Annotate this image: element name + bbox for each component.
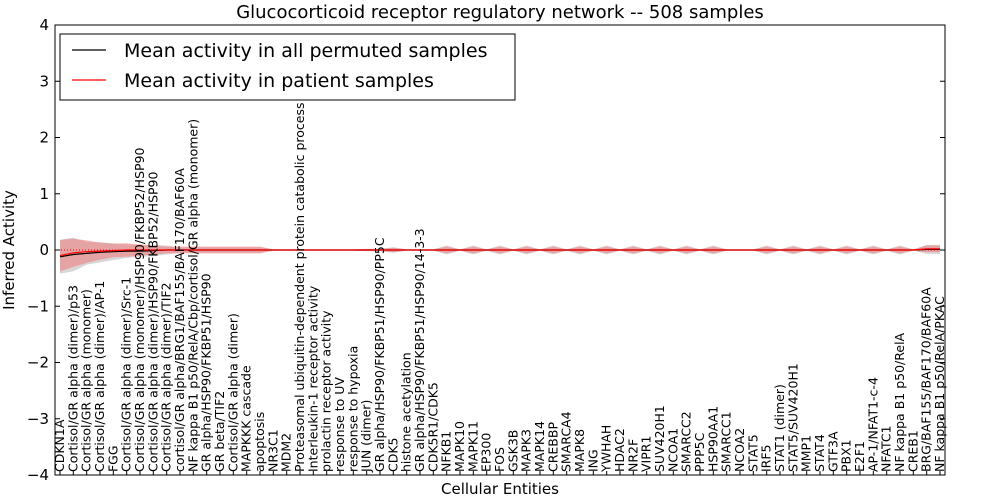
y-axis-label: Inferred Activity (0, 190, 18, 310)
x-tick-label: CDK5R1/CDK5 (425, 382, 440, 472)
x-tick-label: GTF3A (825, 431, 840, 472)
x-tick-label: E2F1 (852, 441, 867, 472)
x-tick-label: Interleukin-1 receptor activity (305, 285, 320, 472)
x-tick-label: GR alpha/HSP90/FKBP51/HSP90 (199, 273, 214, 472)
x-tick-label: Cortisol/GR alpha (dimer) (225, 313, 240, 472)
x-tick-label: MMP1 (799, 435, 814, 472)
legend-label-patient: Mean activity in patient samples (124, 70, 434, 92)
x-tick-label: FGG (105, 445, 120, 472)
x-tick-label: GSK3B (505, 430, 520, 472)
y-tick-label: −1 (27, 297, 49, 315)
x-tick-label: Cortisol/GR alpha (dimer)/p53 (65, 285, 80, 472)
x-tick-label: PPP5C (692, 432, 707, 472)
x-tick-label: HSP90AA1 (705, 406, 720, 472)
x-tick-label: Proteasomal ubiquitin-dependent protein … (292, 103, 307, 473)
x-tick-label: SMARCC1 (719, 411, 734, 472)
x-tick-label: SMARCC2 (679, 411, 694, 472)
x-tick-label: NF kappa B1 p50/RelA (892, 332, 907, 472)
series-lines (59, 248, 940, 258)
x-tick-label: FOS (492, 447, 507, 472)
x-axis-label: Cellular Entities (441, 480, 559, 498)
x-tick-label: HDAC2 (612, 428, 627, 472)
x-tick-label: MAPKKK cascade (239, 365, 254, 472)
y-tick-label: 0 (39, 241, 49, 259)
x-tick-label: NF kappa B1 p50/RelA/PKAC (932, 296, 947, 472)
x-tick-label: EP300 (479, 433, 494, 472)
y-tick-label: 1 (39, 185, 49, 203)
x-tick-label: NR3C1 (265, 429, 280, 472)
x-tick-label: STAT4 (812, 434, 827, 472)
x-tick-label: SUV420H1 (652, 405, 667, 472)
x-tick-label: NR2F (625, 439, 640, 472)
x-tick-label: CREB1 (905, 430, 920, 472)
x-tick-label: Cortisol/GR alpha (dimer)/TIF2 (159, 282, 174, 472)
x-tick-label: MDM2 (279, 433, 294, 472)
y-tick-label: −4 (27, 466, 49, 484)
x-tick-label: Cortisol/GR alpha (dimer)/Src-1 (119, 277, 134, 472)
y-tick-label: 3 (39, 72, 49, 90)
y-tick-label: −3 (27, 410, 49, 428)
legend: Mean activity in all permuted samples Me… (59, 33, 516, 101)
x-tick-label: Cortisol/GR alpha (dimer)/HSP90/FKBP52/H… (145, 171, 160, 472)
x-tick-label: PBX1 (839, 439, 854, 472)
x-tick-label: SMARCA4 (559, 411, 574, 472)
x-tick-label: MAPK10 (452, 421, 467, 472)
x-tick-label: prolactin receptor activity (319, 310, 334, 472)
y-axis: −4 −3 −2 −1 0 1 2 3 4 (27, 16, 945, 484)
x-tick-label: STAT5/SUV420H1 (785, 363, 800, 472)
x-tick-label: apoptosis (252, 412, 267, 472)
x-tick-label: response to UV (332, 377, 347, 472)
x-tick-label: ING (585, 449, 600, 472)
x-tick-label: Cortisol/GR alpha (monomer) (79, 289, 94, 472)
x-tick-label: NCOA1 (665, 428, 680, 472)
x-tick-label: CDK5 (385, 437, 400, 472)
x-tick-label: CDKN1A (52, 419, 67, 472)
x-tick-label: IRF5 (759, 444, 774, 472)
line-series-1 (59, 248, 940, 257)
x-tick-label: response to hypoxia (345, 346, 360, 472)
x-tick-label: NFATC1 (879, 425, 894, 472)
x-tick-label: STAT5 (745, 434, 760, 472)
x-tick-label: YWHAH (599, 425, 614, 473)
x-tick-label: VIPR1 (639, 436, 654, 472)
x-tick-label: GR alpha/HSP90/FKBP51/HSP90/PP5C (372, 237, 387, 472)
x-tick-label: Cortisol/GR alpha (monomer)/HSP90/FKBP52… (132, 148, 147, 472)
x-tick-label: MAPK11 (465, 421, 480, 472)
chart-title: Glucocorticoid receptor regulatory netwo… (236, 2, 764, 23)
x-tick-label: GR alpha/HSP90/FKBP51/HSP90/14-3-3 (412, 228, 427, 472)
x-tick-label: JUN (dimer) (359, 400, 374, 473)
x-tick-label: CREBBP (545, 422, 560, 472)
x-tick-label: MAPK8 (572, 429, 587, 472)
x-tick-label: cortisol/GR alpha/BRG1/BAF155/BAF170/BAF… (172, 168, 187, 472)
y-tick-label: −2 (27, 354, 49, 372)
x-tick-label: histone acetylation (399, 352, 414, 472)
x-tick-label: NCOA2 (732, 428, 747, 472)
x-tick-label: STAT1 (dimer) (772, 384, 787, 472)
legend-label-permuted: Mean activity in all permuted samples (124, 40, 487, 62)
x-tick-label: BRG/BAF155/BAF170/BAF60A (919, 287, 934, 472)
y-tick-label: 2 (39, 129, 49, 147)
x-tick-label: NFKB1 (439, 431, 454, 472)
x-tick-label: AP-1/NFAT1-c-4 (865, 377, 880, 472)
x-tick-label: GR beta/TIF2 (212, 391, 227, 472)
legend-box (59, 33, 516, 101)
x-tick-label: MAPK14 (532, 421, 547, 472)
y-tick-label: 4 (39, 16, 49, 34)
x-tick-label: NF kappa B1 p50/RelA/Cbp/cortisol/GR alp… (185, 119, 200, 472)
x-tick-label: Cortisol/GR alpha (dimer)/AP-1 (92, 281, 107, 472)
x-tick-label: MAPK3 (519, 429, 534, 472)
